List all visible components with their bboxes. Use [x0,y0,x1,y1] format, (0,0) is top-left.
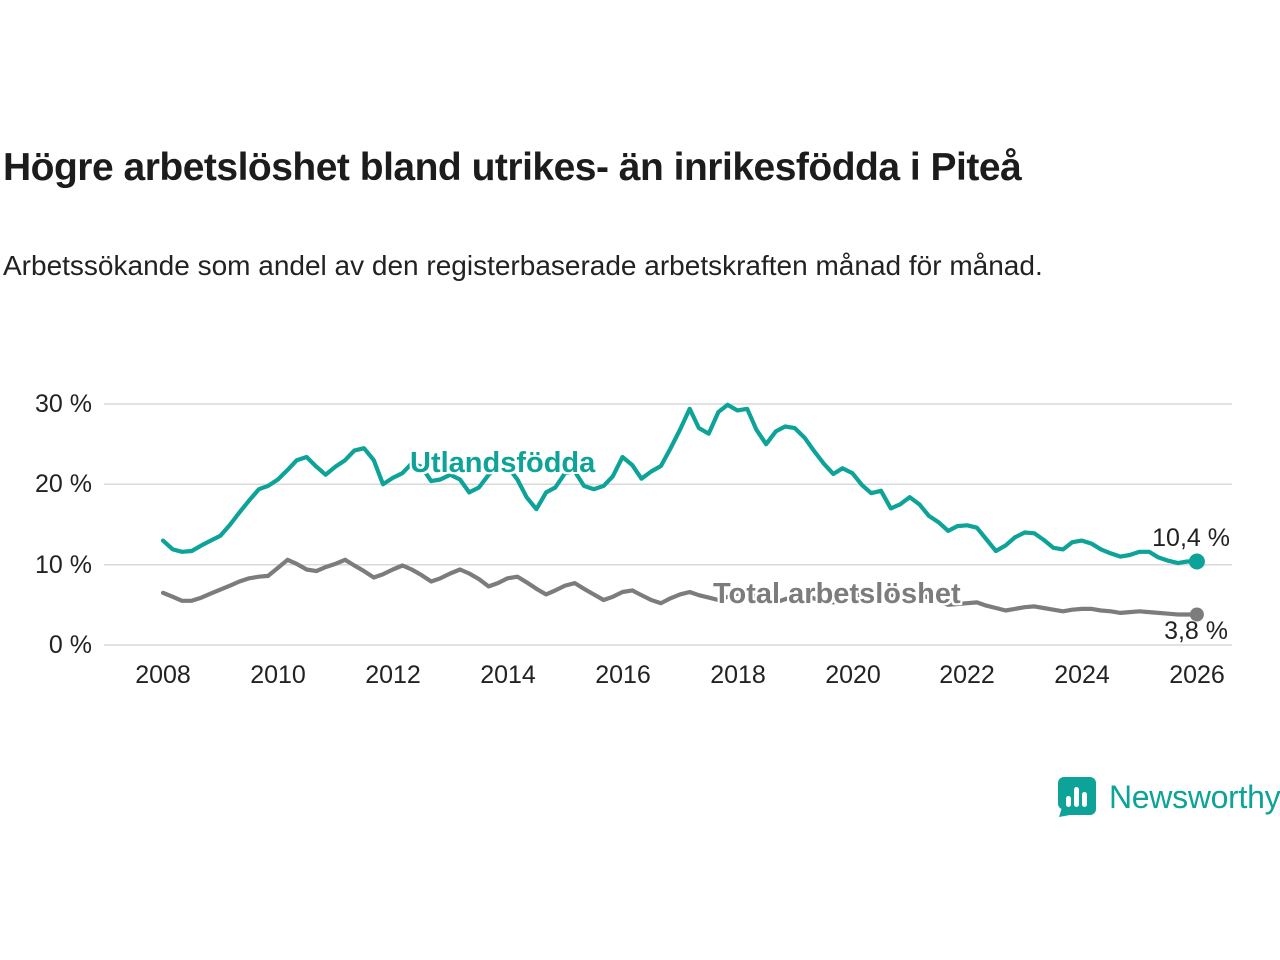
y-tick-label-0: 0 % [48,631,92,659]
end-value-label-total: 3,8 % [1164,617,1228,645]
series-label-utlandsfodda: Utlandsfödda [410,447,596,479]
series-endpoint-dot-1 [1189,607,1204,622]
series-endpoint-dot-0 [1188,553,1205,570]
series-line-0 [160,402,1199,566]
x-tick-label-2016: 2016 [595,661,651,689]
y-tick-label-20: 20 % [35,470,92,498]
series-label-total-arbetsloshet: Total arbetslöshet [713,578,961,610]
x-tick-label-2014: 2014 [480,661,536,689]
y-tick-label-30: 30 % [35,390,92,418]
x-tick-label-2024: 2024 [1054,661,1110,689]
chart-subtitle: Arbetssökande som andel av den registerb… [3,250,1043,281]
x-tick-label-2010: 2010 [250,661,306,689]
x-tick-label-2012: 2012 [365,661,421,689]
newsworthy-wordmark: Newsworthy [1109,778,1280,815]
x-tick-label-2008: 2008 [135,661,191,689]
x-tick-label-2026: 2026 [1169,661,1225,689]
y-tick-label-10: 10 % [35,551,92,579]
newsworthy-logo: Newsworthy [1054,775,1280,819]
newsworthy-bar-chart-bubble-icon [1054,775,1098,819]
chart-title: Högre arbetslöshet bland utrikes- än inr… [3,146,1022,189]
series-line-1 [160,557,1199,617]
x-tick-label-2022: 2022 [939,661,995,689]
x-tick-label-2020: 2020 [825,661,881,689]
end-value-label-utlandsfodda: 10,4 % [1152,524,1230,552]
x-tick-label-2018: 2018 [710,661,766,689]
